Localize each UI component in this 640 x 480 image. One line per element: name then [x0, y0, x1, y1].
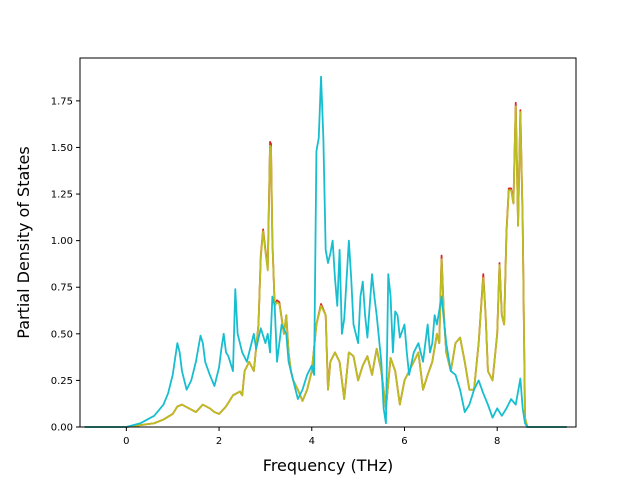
x-tick-label: 2	[216, 436, 222, 447]
y-tick-label: 0.75	[51, 283, 73, 294]
y-tick-label: 1.25	[51, 190, 73, 201]
y-tick-label: 0.50	[51, 329, 73, 340]
x-tick-label: 4	[309, 436, 315, 447]
x-tick-label: 0	[123, 436, 129, 447]
y-tick-label: 0.00	[51, 423, 73, 434]
series-layer	[84, 75, 567, 428]
y-axis: 0.00 0.25 0.50 0.75 1.00 1.25 1.50 1.75	[51, 96, 80, 434]
x-axis: 0 2 4 6 8	[123, 427, 500, 447]
y-tick-label: 1.50	[51, 143, 73, 154]
plot-frame	[79, 57, 577, 428]
x-tick-label: 6	[401, 436, 407, 447]
series-line-3	[84, 75, 567, 428]
y-tick-label: 1.00	[51, 236, 73, 247]
x-axis-label: Frequency (THz)	[263, 456, 393, 475]
y-axis-label: Partial Density of States	[14, 146, 33, 338]
x-tick-label: 8	[494, 436, 500, 447]
y-tick-label: 0.25	[51, 376, 73, 387]
y-tick-label: 1.75	[51, 96, 73, 107]
series-line-2	[84, 105, 567, 428]
